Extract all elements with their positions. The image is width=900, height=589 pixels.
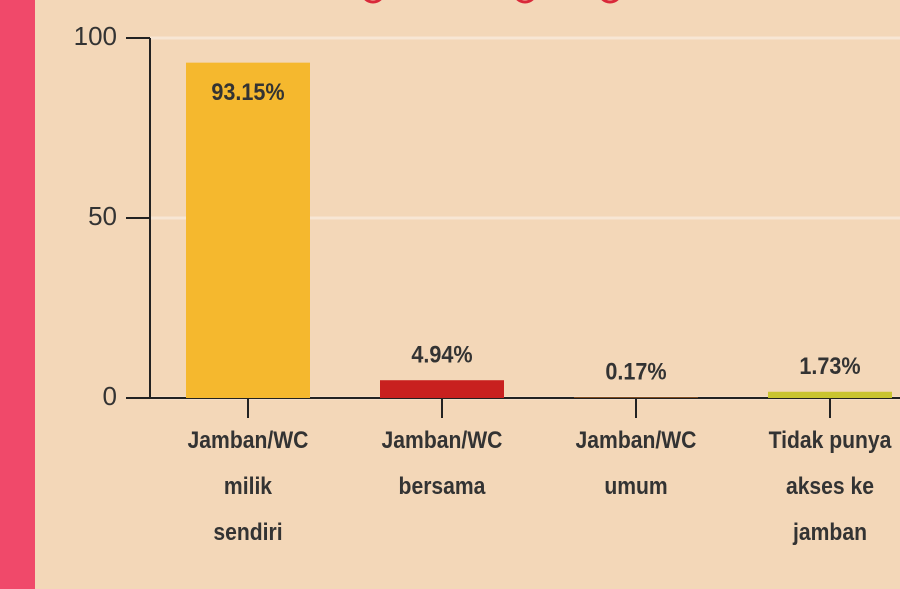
x-tick-label: Jamban/WC milik sendiri <box>187 427 309 546</box>
x-tick-label: Jamban/WC bersama <box>381 427 503 500</box>
bar <box>574 397 698 398</box>
x-tick-label: Tidak punya akses ke jamban <box>768 427 892 546</box>
bar <box>380 380 504 398</box>
decoration <box>601 0 619 4</box>
value-label: 0.17% <box>605 358 666 385</box>
y-tick-label: 100 <box>74 21 117 51</box>
decoration <box>516 0 534 4</box>
value-label: 93.15% <box>211 78 284 105</box>
decoration <box>364 0 382 4</box>
side-strip <box>0 0 35 589</box>
bar <box>768 391 892 398</box>
x-tick-label: Jamban/WC umum <box>575 427 697 500</box>
bar <box>186 62 310 398</box>
value-label: 4.94% <box>411 340 472 367</box>
value-label: 1.73% <box>799 352 860 379</box>
y-tick-label: 0 <box>103 381 117 411</box>
y-tick-label: 50 <box>88 201 117 231</box>
